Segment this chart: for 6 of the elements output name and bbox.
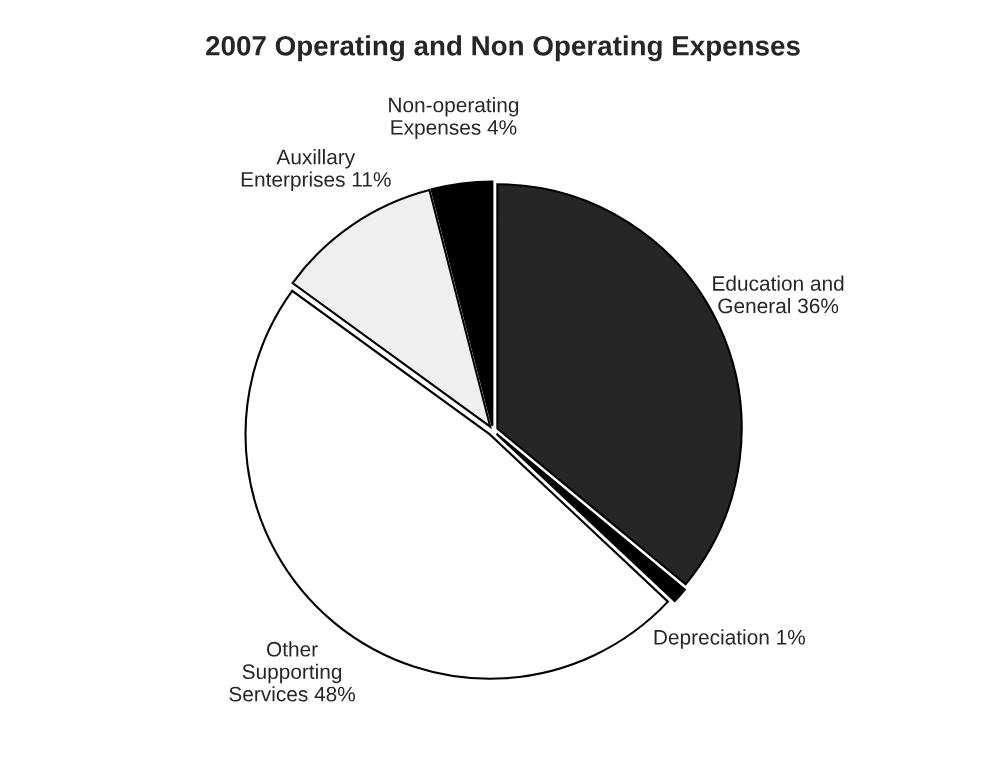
chart-title: 2007 Operating and Non Operating Expenses [206,35,800,62]
slice-label: Other Supporting Services 48% [229,641,356,702]
slice-label: Depreciation 1% [654,629,806,649]
slice-label: Non-operating Expenses 4% [389,97,519,139]
slice-label: Auxillary Enterprises 11% [241,149,391,191]
slice-label: Education and General 36% [713,275,844,314]
